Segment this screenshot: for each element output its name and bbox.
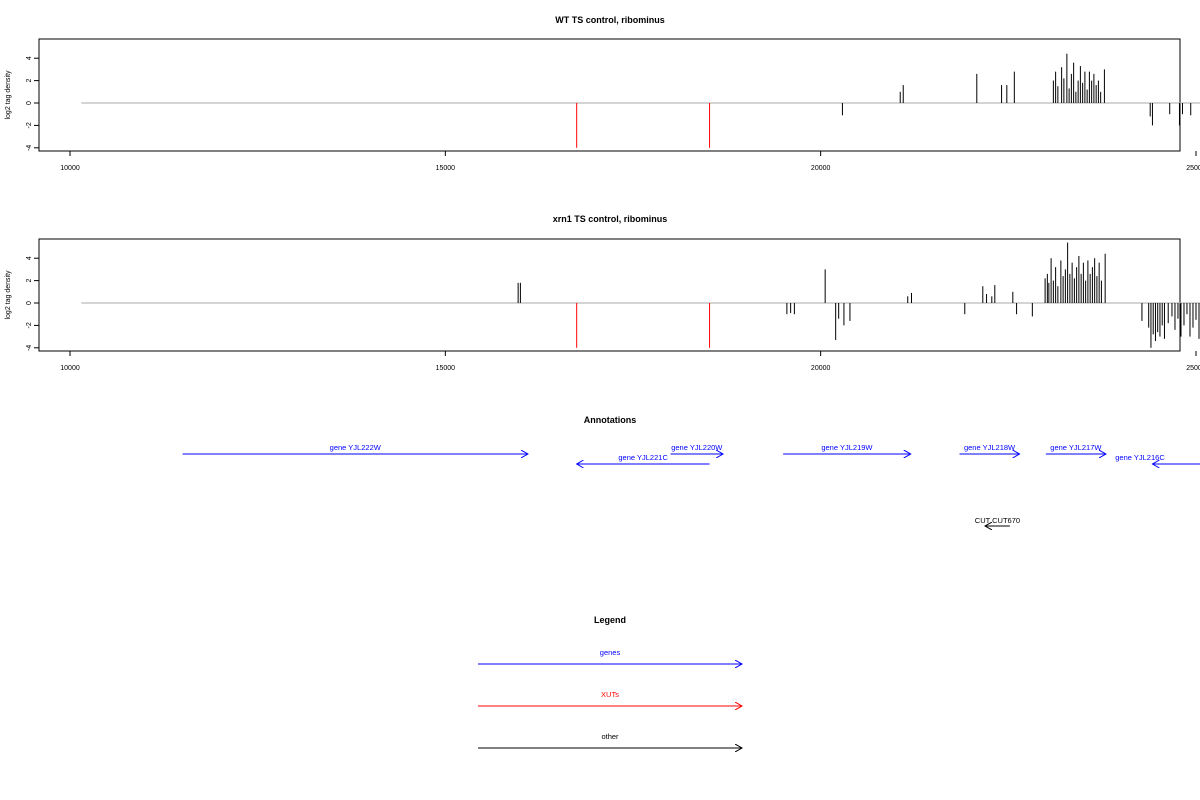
legend-label: other xyxy=(601,732,619,741)
y-tick-label: 4 xyxy=(26,56,33,60)
x-tick-label: 15000 xyxy=(436,165,456,172)
y-tick-label: 0 xyxy=(26,101,33,105)
x-tick-label: 10000 xyxy=(60,165,80,172)
gene-label: gene YJL221C xyxy=(618,453,668,462)
plot-frame xyxy=(38,238,1181,352)
legend-marks: genes XUTs other xyxy=(478,648,742,748)
y-tick-label: 4 xyxy=(26,256,33,260)
plot-marks: -4 -2 0 2 4 10000 15000 20000 25000 xyxy=(26,242,1200,372)
legend-label: genes xyxy=(600,648,621,657)
gene-label: gene YJL217W xyxy=(1050,443,1102,452)
x-tick-label: 25000 xyxy=(1186,165,1200,172)
y-axis-label: log2 tag density xyxy=(5,70,12,120)
panel-xrn1: xrn1 TS control, ribominus log2 tag dens… xyxy=(5,214,1200,372)
x-tick-label: 20000 xyxy=(811,165,831,172)
gene-label: gene YJL222W xyxy=(330,443,382,452)
gene-label: gene YJL220W xyxy=(671,443,723,452)
plot-marks: -4 -2 0 2 4 10000 15000 20000 25000 xyxy=(26,53,1200,172)
x-tick-label: 10000 xyxy=(60,365,80,372)
legend: Legend genes XUTs other xyxy=(478,615,742,748)
gene-label: gene YJL218W xyxy=(964,443,1016,452)
y-tick-label: 0 xyxy=(26,301,33,305)
x-tick-label: 20000 xyxy=(811,365,831,372)
y-tick-label: 2 xyxy=(26,79,33,83)
y-axis-label: log2 tag density xyxy=(5,270,12,320)
panel-title: WT TS control, ribominus xyxy=(555,15,665,25)
x-tick-label: 25000 xyxy=(1186,365,1200,372)
panel-title: xrn1 TS control, ribominus xyxy=(553,214,668,224)
other-label: CUT CUT670 xyxy=(975,516,1020,525)
y-tick-label: -4 xyxy=(26,145,33,151)
legend-title: Legend xyxy=(594,615,626,625)
gene-label: gene YJL219W xyxy=(821,443,873,452)
panel-wt: WT TS control, ribominus log2 tag densit… xyxy=(5,15,1200,172)
y-tick-label: -4 xyxy=(26,345,33,351)
y-tick-label: 2 xyxy=(26,279,33,283)
legend-label: XUTs xyxy=(601,690,619,699)
plot-frame xyxy=(38,38,1181,152)
x-tick-label: 15000 xyxy=(436,365,456,372)
gene-label: gene YJL216C xyxy=(1115,453,1165,462)
y-tick-label: -2 xyxy=(26,122,33,128)
annotations-title: Annotations xyxy=(584,415,637,425)
y-tick-label: -2 xyxy=(26,322,33,328)
